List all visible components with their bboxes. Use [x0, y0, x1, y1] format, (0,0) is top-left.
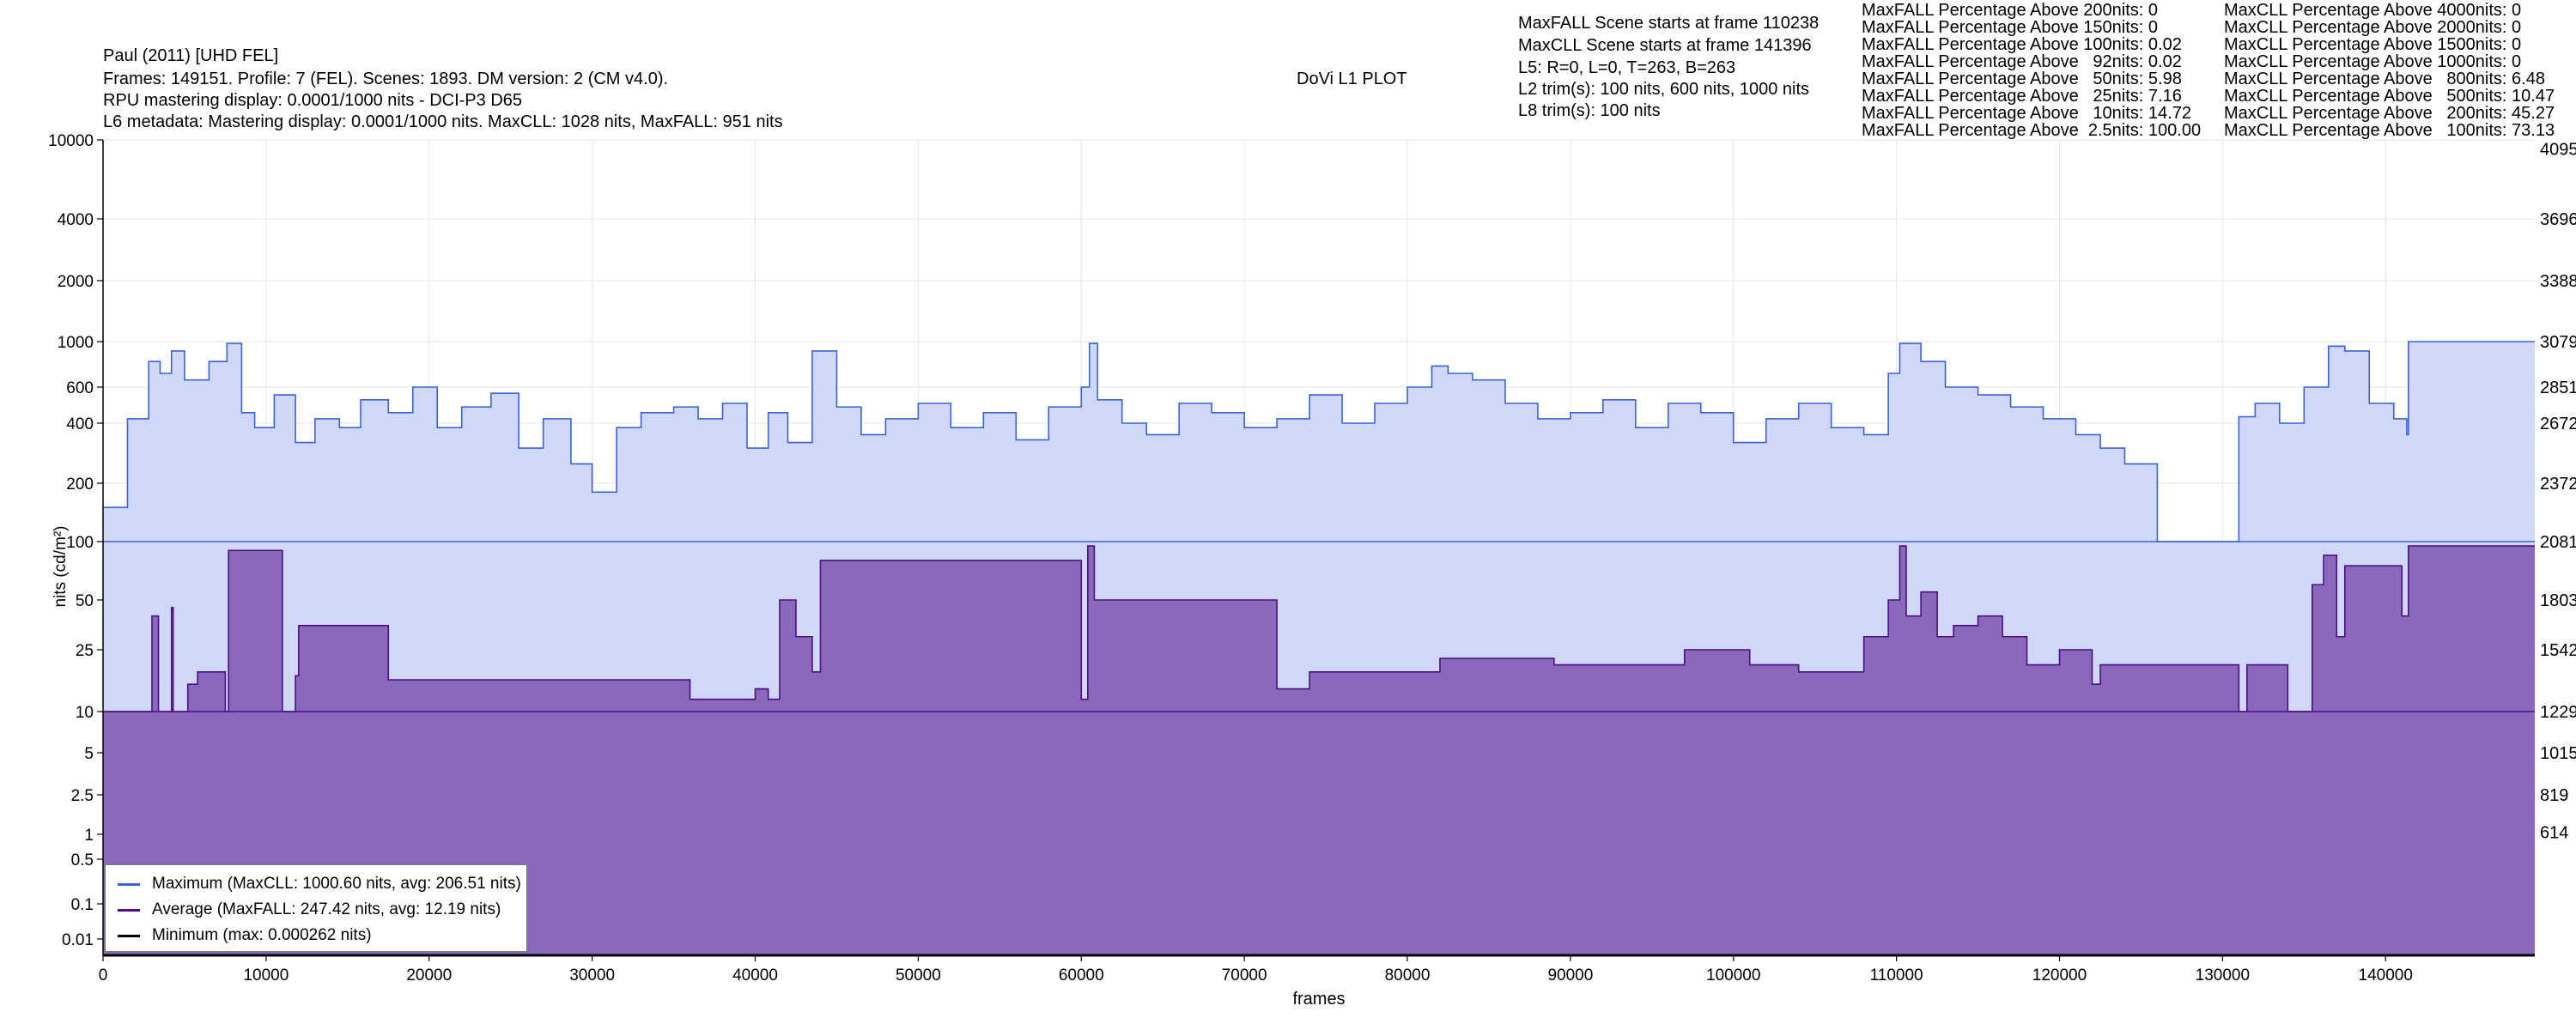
y-right-tick-label-2: 1015 [2540, 744, 2576, 763]
y-right-tick-label-3: 1229 [2540, 703, 2576, 722]
maxfall-stat-7: MaxFALL Percentage Above 2.5nits: 100.00 [1862, 121, 2202, 140]
chart-title-line: Paul (2011) [UHD FEL] [103, 46, 279, 65]
legend-swatch-maximum [118, 882, 140, 886]
y-right-tick-label-12: 3696 [2540, 210, 2576, 229]
series-layer [103, 341, 2535, 957]
series-average-area [103, 546, 2535, 955]
y-tick-label-0: 0.01 [62, 931, 94, 949]
y-tick-label-13: 1000 [58, 334, 94, 352]
y-tick-label-10: 200 [66, 476, 94, 494]
maxcll-stat-2: MaxCLL Percentage Above 1500nits: 0 [2224, 35, 2522, 54]
x-tick-label-14: 140000 [2359, 966, 2413, 985]
x-tick-label-6: 60000 [1059, 966, 1104, 985]
maxfall-scene-info: MaxFALL Scene starts at frame 110238 [1518, 14, 1820, 33]
maxcll-stat-6: MaxCLL Percentage Above 200nits: 45.27 [2224, 104, 2555, 123]
maxfall-stat-4: MaxFALL Percentage Above 50nits: 5.98 [1862, 70, 2182, 88]
y-right-tick-label-13: 4095 [2540, 141, 2576, 160]
y-right-tick-label-8: 2672 [2540, 415, 2576, 433]
maxfall-stat-2: MaxFALL Percentage Above 100nits: 0.02 [1862, 35, 2182, 54]
l2-info: L2 trim(s): 100 nits, 600 nits, 1000 nit… [1518, 80, 1810, 99]
legend-item-average: Average (MaxFALL: 247.42 nits, avg: 12.1… [118, 898, 501, 922]
x-tick-label-11: 110000 [1870, 966, 1923, 985]
series-maximum-line [103, 341, 2535, 542]
chart-legend: Maximum (MaxCLL: 1000.60 nits, avg: 206.… [105, 864, 527, 952]
axes: 0 10000 20000 30000 40000 50000 60000 70000 8000… [48, 132, 2576, 1009]
maxcll-stat-1: MaxCLL Percentage Above 2000nits: 0 [2224, 18, 2522, 37]
l5-info: L5: R=0, L=0, T=263, B=263 [1518, 58, 1736, 77]
l6-info: L6 metadata: Mastering display: 0.0001/1… [103, 112, 783, 131]
y-tick-label-3: 1 [84, 827, 94, 845]
x-tick-label-4: 40000 [732, 966, 778, 985]
y-right-tick-label-6: 2081 [2540, 533, 2576, 552]
rpu-info: RPU mastering display: 0.0001/1000 nits … [103, 91, 523, 110]
maxfall-stat-5: MaxFALL Percentage Above 25nits: 7.16 [1862, 87, 2182, 106]
y-right-tick-label-1: 819 [2540, 786, 2568, 805]
y-tick-label-14: 2000 [58, 273, 94, 291]
legend-item-maximum: Maximum (MaxCLL: 1000.60 nits, avg: 206.… [118, 872, 521, 896]
y-tick-label-5: 5 [84, 745, 94, 763]
legend-swatch-average [118, 908, 140, 912]
frames-info: Frames: 149151. Profile: 7 (FEL). Scenes… [103, 70, 669, 88]
y-tick-label-9: 100 [66, 534, 94, 552]
x-tick-label-3: 30000 [569, 966, 615, 985]
maxcll-stat-5: MaxCLL Percentage Above 500nits: 10.47 [2224, 87, 2555, 106]
legend-item-minimum: Minimum (max: 0.000262 nits) [118, 924, 372, 948]
plot-title: DoVi L1 PLOT [1297, 70, 1407, 88]
series-average-line [103, 545, 2535, 712]
legend-label-average: Average (MaxFALL: 247.42 nits, avg: 12.1… [152, 900, 501, 918]
legend-swatch-minimum [118, 934, 140, 937]
x-axis-label: frames [1292, 990, 1345, 1009]
legend-label-minimum: Minimum (max: 0.000262 nits) [152, 926, 372, 944]
legend-label-maximum: Maximum (MaxCLL: 1000.60 nits, avg: 206.… [152, 875, 521, 893]
y-tick-label-2: 0.5 [71, 851, 94, 869]
y-right-tick-label-4: 1542 [2540, 641, 2576, 660]
x-tick-label-0: 0 [99, 966, 108, 985]
y-tick-label-6: 10 [76, 704, 94, 722]
y-tick-label-7: 25 [76, 642, 94, 660]
y-tick-label-8: 50 [76, 592, 94, 610]
x-tick-label-8: 80000 [1385, 966, 1431, 985]
x-tick-label-10: 100000 [1706, 966, 1760, 985]
maxcll-stat-0: MaxCLL Percentage Above 4000nits: 0 [2224, 1, 2522, 20]
maxfall-stat-0: MaxFALL Percentage Above 200nits: 0 [1862, 1, 2159, 20]
y-tick-label-4: 2.5 [71, 787, 94, 805]
y-tick-label-16: 10000 [48, 132, 94, 150]
maxcll-stat-3: MaxCLL Percentage Above 1000nits: 0 [2224, 52, 2522, 71]
x-tick-label-7: 70000 [1222, 966, 1267, 985]
x-tick-label-9: 90000 [1547, 966, 1593, 985]
y-right-tick-label-0: 614 [2540, 824, 2568, 843]
maxcll-stat-4: MaxCLL Percentage Above 800nits: 6.48 [2224, 70, 2545, 88]
y-tick-label-12: 600 [66, 379, 94, 397]
maxcll-scene-info: MaxCLL Scene starts at frame 141396 [1518, 36, 1812, 55]
maxfall-stat-1: MaxFALL Percentage Above 150nits: 0 [1862, 18, 2159, 37]
y-right-tick-label-11: 3388 [2540, 272, 2576, 291]
y-right-tick-label-9: 2851 [2540, 379, 2576, 397]
maxfall-stat-6: MaxFALL Percentage Above 10nits: 14.72 [1862, 104, 2191, 123]
y-tick-label-15: 4000 [58, 211, 94, 229]
y-tick-label-11: 400 [66, 415, 94, 433]
y-right-tick-label-7: 2372 [2540, 475, 2576, 494]
y-axis-label: nits (cd/m²) [52, 526, 70, 608]
x-tick-label-5: 50000 [896, 966, 941, 985]
maxfall-stat-3: MaxFALL Percentage Above 92nits: 0.02 [1862, 52, 2182, 71]
x-tick-label-2: 20000 [406, 966, 452, 985]
x-tick-label-12: 120000 [2032, 966, 2087, 985]
l8-info: L8 trim(s): 100 nits [1518, 101, 1661, 120]
y-right-tick-label-5: 1803 [2540, 591, 2576, 610]
maxcll-stat-7: MaxCLL Percentage Above 100nits: 73.13 [2224, 121, 2555, 140]
y-right-tick-label-10: 3079 [2540, 333, 2576, 352]
x-tick-label-13: 130000 [2196, 966, 2250, 985]
x-tick-label-1: 10000 [243, 966, 289, 985]
y-tick-label-1: 0.1 [71, 896, 94, 914]
